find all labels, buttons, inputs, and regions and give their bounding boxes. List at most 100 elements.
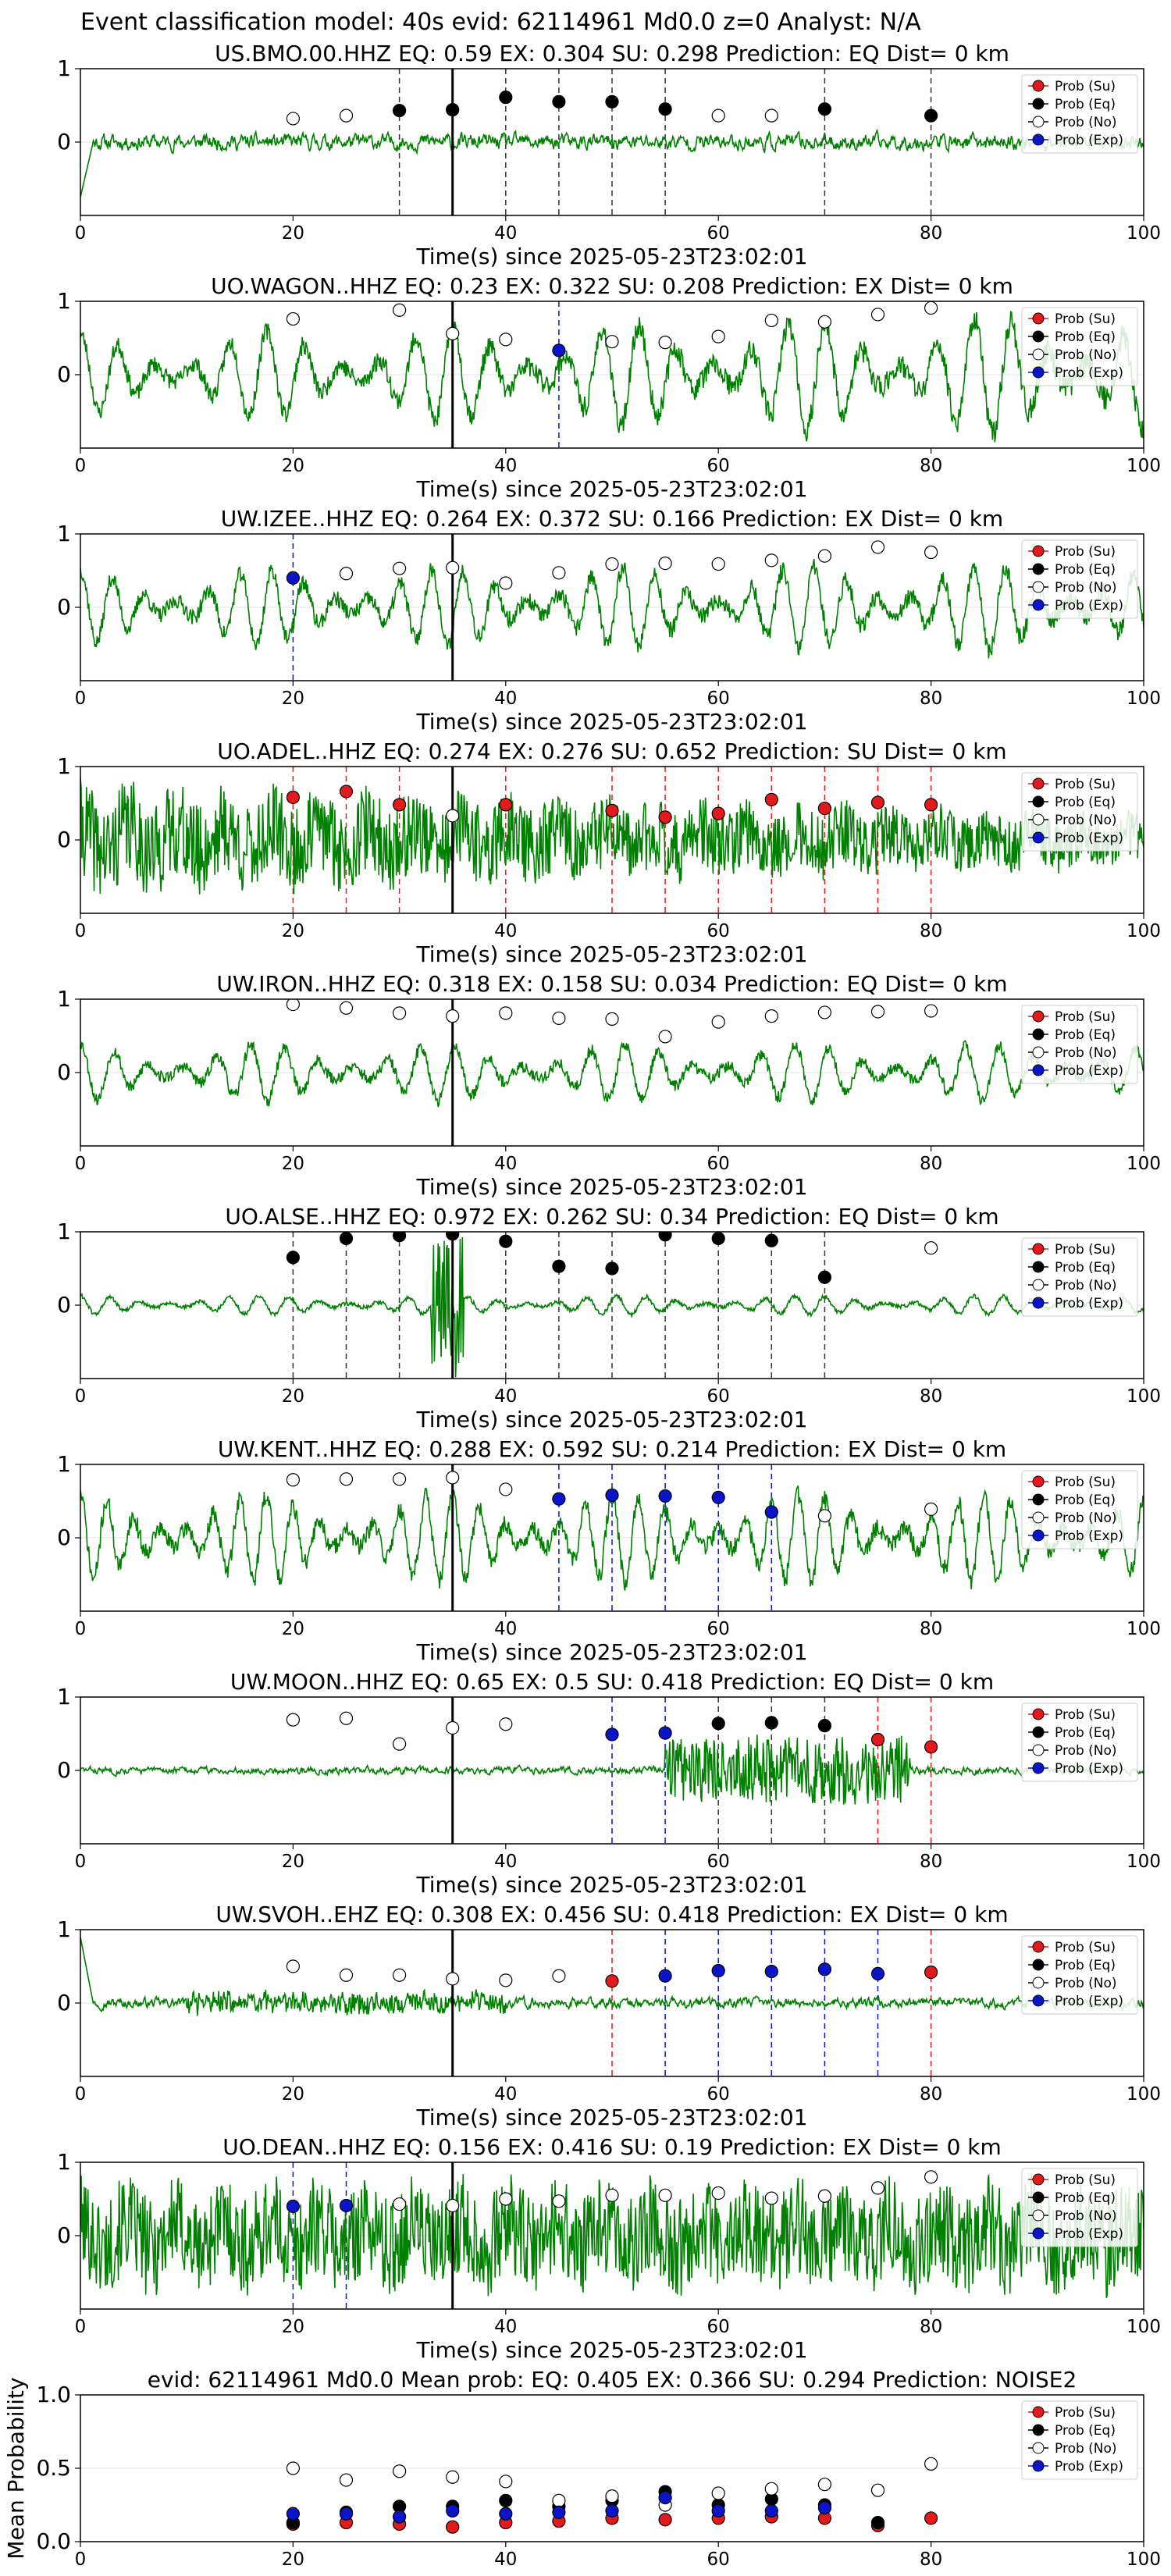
prob-point [658,1969,672,1983]
x-axis-label: Time(s) since 2025-05-23T23:02:01 [415,2105,807,2130]
plot-area [80,534,1144,681]
x-tick-label: 40 [494,456,517,476]
legend-marker [1032,366,1045,379]
legend-marker [1032,80,1045,92]
x-tick-label: 20 [282,2317,304,2337]
waveform-trace [80,1236,1144,1378]
prob-point [552,94,566,109]
grid [80,1464,1144,1539]
mean-prob-point [446,2520,460,2534]
x-tick-label: 80 [920,1619,942,1639]
legend-label: Prob (Exp) [1055,2459,1123,2475]
mean-prob-point [924,2511,938,2525]
prob-point [605,1488,619,1503]
prob-point [817,1509,832,1523]
prob-point [446,809,460,823]
prob-point [499,798,513,812]
legend-marker [1032,1708,1045,1720]
prob-point [764,109,778,123]
mean-prob-point [605,2503,619,2518]
prob-point [393,1737,407,1751]
x-tick-label: 0 [75,223,87,244]
x-tick-label: 60 [707,1386,730,1407]
prob-point [605,1727,619,1742]
mean-prob-point [817,2501,832,2515]
prob-point [499,333,513,347]
panel-6: UW.KENT..HHZ EQ: 0.288 EX: 0.592 SU: 0.2… [57,1436,1161,1665]
legend-marker [1032,2424,1045,2436]
panel-title: evid: 62114961 Md0.0 Mean prob: EQ: 0.40… [148,2367,1077,2393]
prob-point [658,1030,672,1044]
x-tick-label: 60 [707,2084,730,2105]
prob-point [393,103,407,118]
prob-point [552,1969,566,1983]
legend-box [1021,307,1138,386]
legend-label: Prob (Exp) [1055,365,1123,381]
prob-point [286,790,300,805]
x-tick-label: 0 [75,688,87,709]
legend-marker [1032,1243,1045,1255]
x-axis-label: Time(s) since 2025-05-23T23:02:01 [415,1407,807,1432]
prob-point [817,801,832,816]
x-tick-label: 60 [707,1852,730,1872]
x-tick-label: 80 [920,1154,942,1174]
prob-point [499,1717,513,1731]
legend-label: Prob (Su) [1055,79,1116,94]
legend-marker [1032,1010,1045,1023]
y-tick-label: 1 [57,55,71,81]
y-tick-label: 0 [57,1525,71,1550]
legend-label: Prob (Exp) [1055,133,1123,148]
legend-box [1021,1237,1138,1317]
legend-marker [1032,777,1045,790]
legend-label: Prob (Eq) [1055,97,1116,112]
mean-prob-point [711,2486,725,2500]
legend-marker [1032,2227,1045,2240]
x-tick-label: 0 [75,1154,87,1174]
panel-title: UO.ALSE..HHZ EQ: 0.972 EX: 0.262 SU: 0.3… [225,1204,998,1229]
prob-point [393,561,407,575]
legend-box [1021,1005,1138,1084]
prob-point [286,571,300,585]
prob-point [605,803,619,818]
legend-label: Prob (Exp) [1055,1761,1123,1777]
prob-point [339,109,354,123]
figure-suptitle: Event classification model: 40s evid: 62… [80,9,921,36]
legend-label: Prob (No) [1055,1278,1117,1293]
waveform-trace [80,1937,1144,2016]
x-tick-label: 40 [494,1386,517,1407]
x-tick-label: 100 [1127,2549,1161,2570]
legend-label: Prob (No) [1055,813,1117,828]
mean-prob-point [658,2491,672,2505]
legend-label: Prob (Su) [1055,2405,1116,2421]
prob-point [658,810,672,824]
prob-point [339,1711,354,1725]
legend-label: Prob (Eq) [1055,562,1116,578]
plot-area [80,69,1144,215]
prob-point [605,335,619,349]
legend-marker [1032,1529,1045,1542]
mean-prob-point [870,2515,885,2530]
x-tick-label: 0 [75,1386,87,1407]
x-tick-label: 40 [494,2084,517,2105]
x-tick-label: 40 [494,1154,517,1174]
legend-label: Prob (No) [1055,1510,1117,1526]
legend-marker [1032,2191,1045,2204]
mean-prob-point [605,2489,619,2503]
x-tick-label: 0 [75,1852,87,1872]
prob-point [658,336,672,350]
legend-label: Prob (Exp) [1055,1994,1123,2009]
prob-point [764,1009,778,1023]
x-tick-label: 100 [1127,1619,1161,1639]
prob-point [711,806,725,820]
panel-1: UO.WAGON..HHZ EQ: 0.23 EX: 0.322 SU: 0.2… [57,273,1161,502]
legend-label: Prob (No) [1055,1743,1117,1759]
legend-marker [1032,1279,1045,1291]
prob-point [924,1241,938,1255]
prob-point [817,1270,832,1284]
x-tick-label: 60 [707,921,730,941]
x-tick-label: 0 [75,921,87,941]
prob-point [605,94,619,109]
x-tick-label: 40 [494,921,517,941]
prob-point [870,308,885,322]
x-tick-label: 100 [1127,456,1161,476]
